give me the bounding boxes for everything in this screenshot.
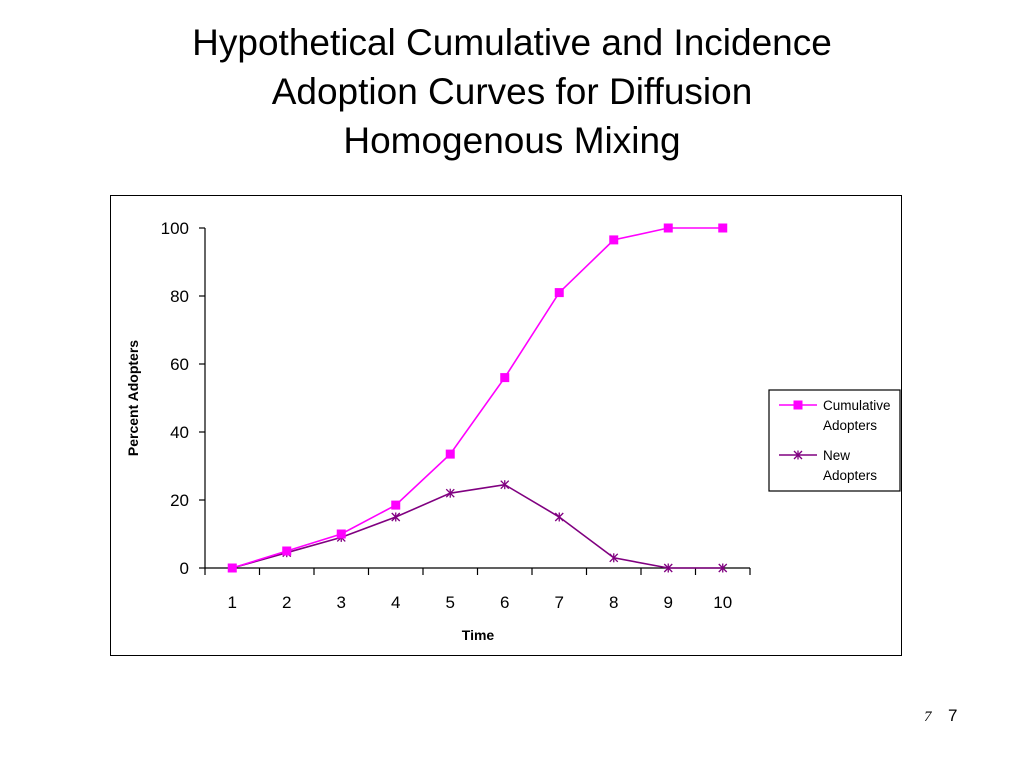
page-number-small: 7 [924, 709, 932, 725]
data-point [718, 223, 728, 233]
y-tick-label: 0 [180, 559, 189, 578]
data-point [554, 512, 564, 522]
x-tick-label: 6 [500, 593, 509, 612]
data-point [445, 488, 455, 498]
x-tick-label: 5 [446, 593, 455, 612]
y-tick-label: 100 [161, 219, 189, 238]
data-point [663, 223, 673, 233]
y-axis-label: Percent Adopters [125, 340, 141, 456]
y-tick-label: 40 [170, 423, 189, 442]
data-point [609, 553, 619, 563]
y-tick-label: 60 [170, 355, 189, 374]
y-axis-ticks: 0 20 40 60 80 100 [161, 219, 205, 578]
x-tick-label: 9 [664, 593, 673, 612]
data-point [718, 563, 728, 573]
title-line-1: Hypothetical Cumulative and Incidence [192, 22, 832, 63]
legend-entry: Cumulative Adopters [779, 398, 891, 433]
legend-label: New [823, 448, 850, 463]
chart-frame [110, 195, 902, 656]
x-tick-label: 8 [609, 593, 618, 612]
series-new-adopters [227, 480, 728, 573]
y-tick-label: 20 [170, 491, 189, 510]
data-point [391, 512, 401, 522]
legend-label: Cumulative [823, 398, 891, 413]
series-layer [227, 223, 728, 573]
page-number: 7 [948, 706, 958, 725]
data-point [500, 480, 510, 490]
series-line [232, 227, 723, 569]
legend-marker [793, 450, 803, 460]
x-tick-label: 4 [391, 593, 400, 612]
data-point [391, 500, 401, 510]
data-point [445, 449, 455, 459]
x-tick-label: 2 [282, 593, 291, 612]
data-point [663, 563, 673, 573]
series-line [232, 483, 723, 569]
legend-label: Adopters [823, 418, 877, 433]
chart-axes [204, 228, 750, 569]
y-tick-label: 80 [170, 287, 189, 306]
x-axis-label: Time [462, 627, 495, 643]
data-point [227, 563, 237, 573]
title-line-3: Homogenous Mixing [343, 120, 681, 161]
title-line-2: Adoption Curves for Diffusion [271, 71, 753, 112]
x-tick-label: 1 [228, 593, 237, 612]
series-cumulative-adopters [227, 223, 728, 573]
data-point [609, 235, 619, 245]
data-point [554, 288, 564, 298]
legend-label: Adopters [823, 468, 877, 483]
legend-box [768, 389, 901, 492]
x-tick-label: 10 [713, 593, 732, 612]
slide-title: Hypothetical Cumulative and Incidence Ad… [60, 18, 964, 165]
data-point [500, 373, 510, 383]
chart-legend: Cumulative Adopters New Adopters [768, 389, 901, 492]
x-axis-ticks: 1 2 3 4 5 6 7 8 9 10 [204, 568, 751, 612]
legend-marker [793, 400, 803, 410]
data-point [282, 546, 292, 556]
x-tick-label: 7 [555, 593, 564, 612]
legend-entry: New Adopters [779, 448, 877, 483]
data-point [336, 529, 346, 539]
x-tick-label: 3 [337, 593, 346, 612]
